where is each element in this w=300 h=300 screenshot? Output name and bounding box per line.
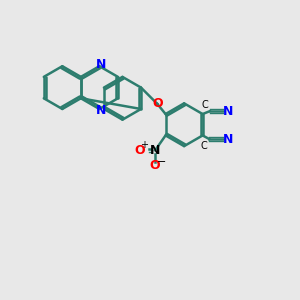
Text: −: − [156, 157, 166, 166]
Text: N: N [96, 104, 106, 117]
Text: O: O [134, 144, 145, 157]
Text: C: C [200, 140, 207, 151]
Text: +: + [140, 140, 148, 150]
Text: O: O [152, 98, 163, 110]
Text: N: N [223, 105, 234, 118]
Text: N: N [150, 144, 160, 157]
Text: C: C [201, 100, 208, 110]
Text: N: N [96, 58, 106, 71]
Text: O: O [150, 159, 160, 172]
Text: N: N [222, 133, 233, 146]
